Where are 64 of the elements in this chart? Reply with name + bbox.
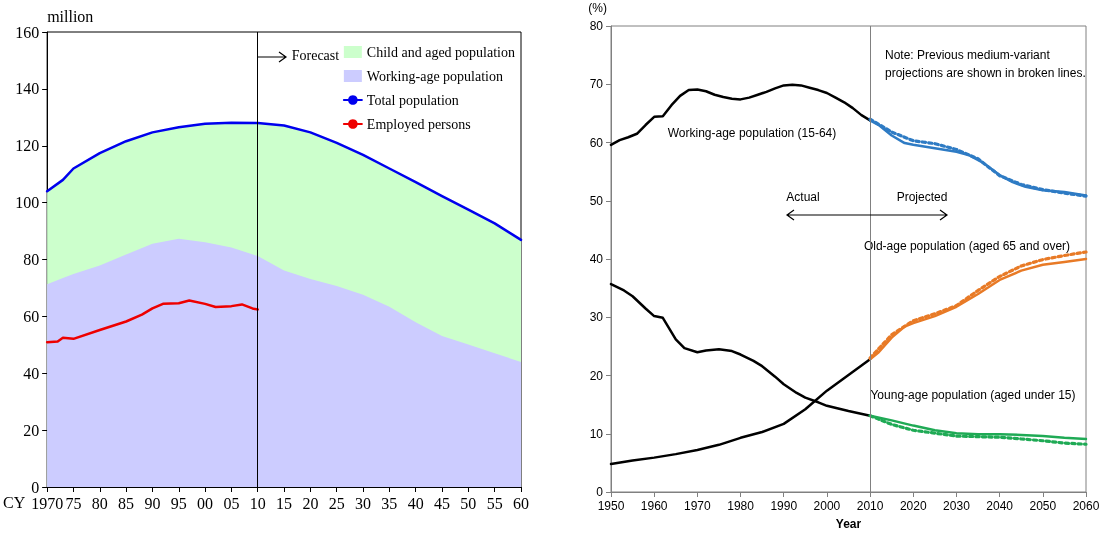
x-tick-label: 90 <box>144 494 161 512</box>
annotation: Young-age population (aged under 15) <box>870 388 1076 402</box>
x-tick-label: 10 <box>249 494 266 512</box>
annotation: Projected <box>896 190 948 204</box>
annotation: Old-age population (aged 65 and over) <box>863 239 1071 253</box>
x-tick-label: 60 <box>513 494 529 512</box>
legend-label: Employed persons <box>366 116 471 132</box>
x-tick-label: 95 <box>170 494 187 512</box>
y-tick-label: 40 <box>589 252 604 266</box>
x-axis-title: CY <box>2 493 26 511</box>
x-tick-label: 75 <box>65 494 82 512</box>
y-tick-label: 140 <box>15 80 40 98</box>
y-tick-label: 80 <box>23 251 40 268</box>
legend-label: Working-age population <box>366 68 503 84</box>
annotation: Note: Previous medium-variant projections are shown in broken lines. <box>885 48 1086 80</box>
y-tick-label: 30 <box>589 310 604 325</box>
legend-label: Child and aged population <box>366 44 516 60</box>
x-tick-label: 1970 <box>31 494 64 512</box>
y-tick-label: 100 <box>15 194 40 212</box>
y-tick-label: 160 <box>15 23 40 41</box>
legend-label: Total population <box>366 92 459 108</box>
x-tick-label: 15 <box>276 494 293 512</box>
x-tick-label: 85 <box>118 494 135 512</box>
y-tick-label: 40 <box>23 364 40 382</box>
x-tick-label: 30 <box>355 494 372 512</box>
x-tick-label: 2050 <box>1029 499 1057 513</box>
y-axis-title: (%) <box>588 1 607 15</box>
x-tick-label: 2030 <box>943 499 971 513</box>
y-tick-label: 80 <box>589 19 604 33</box>
x-tick-label: 40 <box>407 494 424 512</box>
y-tick-label: 10 <box>589 426 604 441</box>
x-tick-label: 2060 <box>1072 499 1100 513</box>
x-tick-label: 1980 <box>727 499 755 513</box>
x-tick-label: 2040 <box>986 499 1014 513</box>
x-tick-label: 2000 <box>813 499 841 513</box>
x-tick-label: 05 <box>223 494 240 512</box>
x-tick-label: 80 <box>91 494 108 512</box>
ref-line-label: Forecast <box>291 47 340 63</box>
x-tick-label: 00 <box>197 494 214 512</box>
y-tick-label: 60 <box>589 135 604 150</box>
y-tick-label: 120 <box>15 137 40 155</box>
y-axis-title: million <box>47 7 94 25</box>
x-tick-label: 35 <box>381 494 398 512</box>
y-tick-label: 50 <box>589 193 604 208</box>
y-tick-label: 0 <box>31 478 40 496</box>
x-tick-label: 25 <box>328 494 345 512</box>
x-tick-label: 2020 <box>899 499 927 513</box>
x-tick-label: 2010 <box>856 499 884 513</box>
x-tick-label: 45 <box>434 494 451 512</box>
x-tick-label: 1950 <box>597 499 625 513</box>
x-tick-label: 55 <box>486 494 503 512</box>
annotation: Working-age population (15-64) <box>667 126 837 140</box>
x-axis-title: Year <box>835 517 862 531</box>
annotation: Actual <box>786 190 820 204</box>
x-tick-label: 1960 <box>640 499 668 513</box>
y-tick-label: 70 <box>589 77 604 92</box>
x-tick-label: 20 <box>302 494 319 512</box>
x-tick-label: 1970 <box>684 499 712 513</box>
y-tick-label: 0 <box>596 485 604 499</box>
x-tick-label: 50 <box>460 494 477 512</box>
y-tick-label: 60 <box>23 307 40 325</box>
y-tick-label: 20 <box>23 421 40 439</box>
x-tick-label: 1990 <box>770 499 798 513</box>
y-tick-label: 20 <box>589 368 604 383</box>
